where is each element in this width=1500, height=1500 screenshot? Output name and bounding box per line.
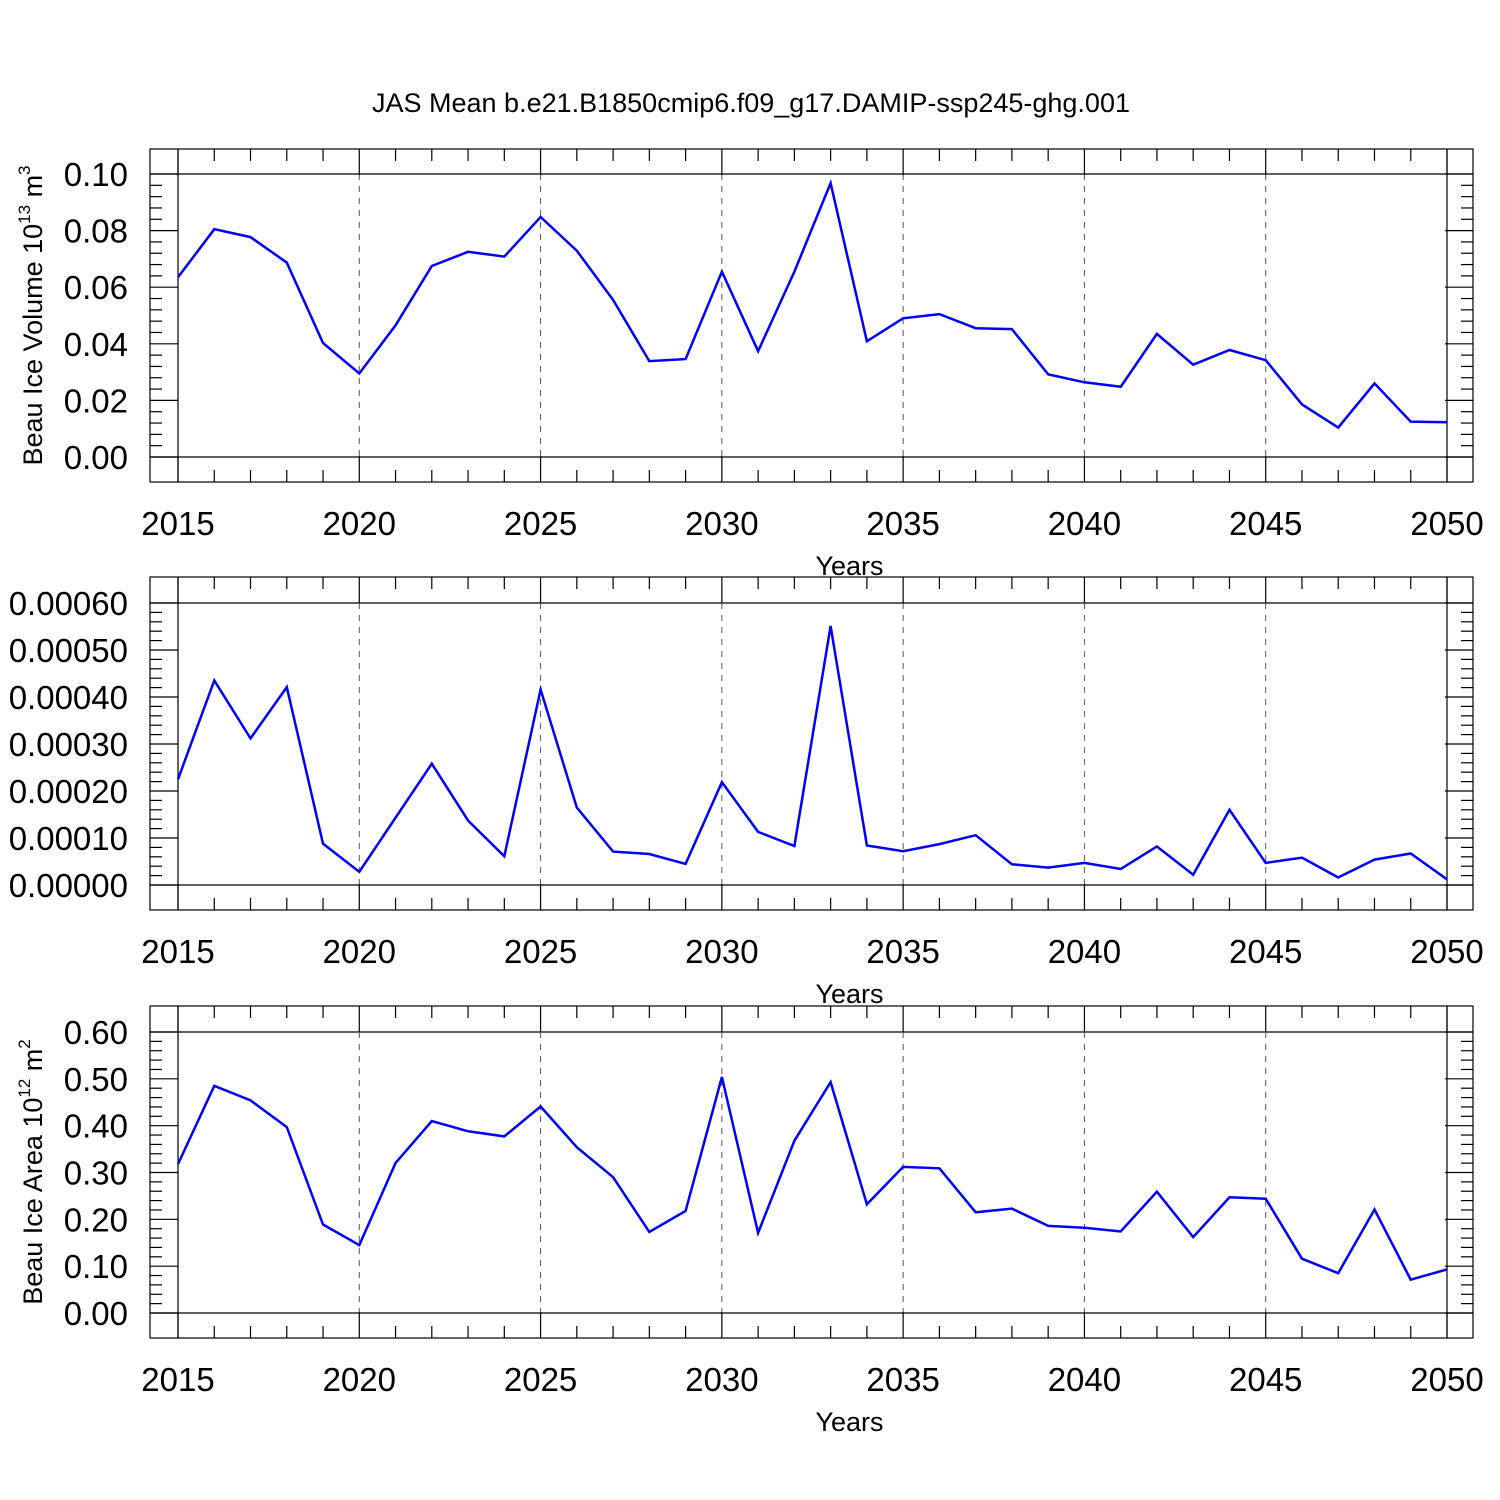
x-tick-label: 2035: [866, 505, 939, 542]
x-tick-label: 2030: [685, 1361, 758, 1398]
y-tick-label: 0.00010: [9, 820, 128, 857]
panel-middle: 0.00000 0.00010 0.00020 0.00030 0.00040 0.000…: [9, 576, 1484, 1009]
x-axis-title: Years: [815, 979, 883, 1009]
x-tick-label: 2030: [685, 933, 758, 970]
x-tick-label: 2025: [504, 505, 577, 542]
y-tick-label: 0.00060: [9, 585, 128, 622]
x-tick-label: 2035: [866, 933, 939, 970]
x-tick-label: 2035: [866, 1361, 939, 1398]
y-tick-label: 0.30: [64, 1155, 128, 1192]
series-line: [176, 625, 1448, 881]
x-tick-label: 2030: [685, 505, 758, 542]
x-tick-label: 2025: [504, 933, 577, 970]
x-tick-label: 2015: [141, 1361, 214, 1398]
series-line: [177, 178, 1448, 430]
y-tick-label: 0.06: [64, 269, 128, 306]
y-tick-label: 0.00050: [9, 632, 128, 669]
series-line: [176, 1076, 1448, 1282]
y-tick-label: 0.20: [64, 1201, 128, 1238]
y-tick-label: 0.08: [64, 213, 128, 250]
y-tick-label: 0.00: [64, 439, 128, 476]
y-tick-label: 0.10: [64, 156, 128, 193]
y-tick-label: 0.60: [64, 1014, 128, 1051]
x-tick-label: 2040: [1048, 1361, 1121, 1398]
x-tick-label: 2020: [323, 505, 396, 542]
x-tick-label: 2040: [1048, 933, 1121, 970]
x-tick-label: 2015: [141, 505, 214, 542]
y-tick-label: 0.00020: [9, 773, 128, 810]
y-tick-label: 0.04: [64, 326, 128, 363]
plot-frame: [149, 1005, 1474, 1339]
y-tick-label: 0.02: [64, 382, 128, 419]
x-tick-label: 2045: [1229, 505, 1302, 542]
x-tick-label: 2015: [141, 933, 214, 970]
x-tick-label: 2025: [504, 1361, 577, 1398]
y-tick-label: 0.00040: [9, 679, 128, 716]
panel-ice-volume: 0.00 0.02 0.04 0.06 0.08 0.10 2015 2020 2025 2030…: [15, 148, 1484, 581]
y-tick-label: 0.00030: [9, 726, 128, 763]
y-axis-title: Beau Ice Volume 1013 m3: [15, 165, 48, 465]
y-tick-label: 0.00000: [9, 867, 128, 904]
x-tick-label: 2050: [1410, 1361, 1483, 1398]
x-tick-label: 2045: [1229, 1361, 1302, 1398]
x-axis-title: Years: [815, 551, 883, 581]
y-tick-label: 0.00: [64, 1295, 128, 1332]
x-axis-title: Years: [815, 1407, 883, 1437]
chart-title: JAS Mean b.e21.B1850cmip6.f09_g17.DAMIP-…: [372, 88, 1130, 118]
x-tick-label: 2020: [323, 1361, 396, 1398]
plot-frame: [149, 148, 1474, 483]
x-tick-label: 2045: [1229, 933, 1302, 970]
y-axis-title: Beau Ice Area 1012 m2: [15, 1039, 48, 1305]
panel-ice-area: 0.00 0.10 0.20 0.30 0.40 0.50 0.60 2015 2020 2025…: [15, 1005, 1484, 1437]
y-tick-label: 0.10: [64, 1248, 128, 1285]
x-tick-label: 2020: [323, 933, 396, 970]
y-tick-label: 0.50: [64, 1061, 128, 1098]
y-tick-label: 0.40: [64, 1108, 128, 1145]
x-tick-label: 2050: [1410, 505, 1483, 542]
x-tick-label: 2050: [1410, 933, 1483, 970]
x-tick-label: 2040: [1048, 505, 1121, 542]
